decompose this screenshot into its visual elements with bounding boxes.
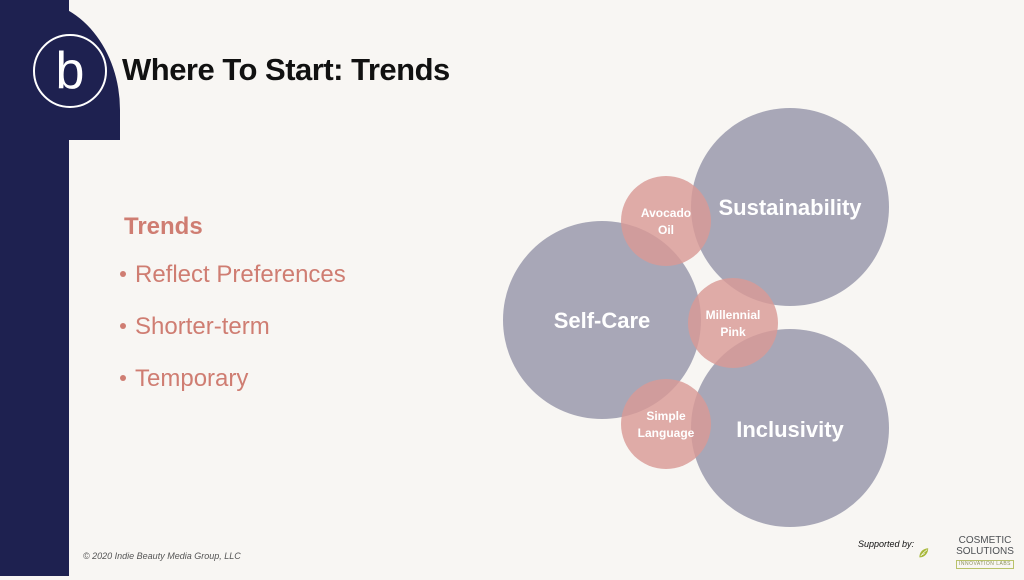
large-circle-inclusivity <box>691 329 889 527</box>
label-oil: Oil <box>658 223 674 237</box>
trends-venn-diagram: Sustainability Self-Care Inclusivity Avo… <box>503 108 889 527</box>
supported-by-label: Supported by: <box>858 539 915 549</box>
bullet-item: Reflect Preferences <box>120 258 346 310</box>
bullet-item: Temporary <box>120 362 346 414</box>
sidebar-curve-mask <box>69 140 129 580</box>
label-millennial: Millennial <box>706 308 761 322</box>
page-title: Where To Start: Trends <box>122 52 450 87</box>
label-self-care: Self-Care <box>554 308 651 333</box>
label-inclusivity: Inclusivity <box>736 417 844 442</box>
small-circle-simple-language <box>621 379 711 469</box>
large-circle-self-care <box>503 221 701 419</box>
label-pink: Pink <box>720 325 746 339</box>
bullet-item: Shorter-term <box>120 310 346 362</box>
sponsor-leaf-icon <box>919 548 929 558</box>
bullet-text: Shorter-term <box>135 313 270 340</box>
bullet-dot <box>120 374 126 381</box>
bullet-list: Reflect Preferences Shorter-term Tempora… <box>120 258 346 414</box>
sponsor-name-line2: SOLUTIONS <box>956 546 1014 557</box>
section-heading: Trends <box>124 213 203 240</box>
copyright-notice: © 2020 Indie Beauty Media Group, LLC <box>83 551 241 561</box>
label-avocado: Avocado <box>641 206 691 220</box>
bullet-text: Reflect Preferences <box>135 261 346 288</box>
bullet-dot <box>120 270 126 277</box>
label-simple: Simple <box>646 409 686 423</box>
label-language: Language <box>638 426 695 440</box>
bullet-dot <box>120 322 126 329</box>
small-circle-avocado-oil <box>621 176 711 266</box>
logo-letter: b <box>56 42 85 100</box>
sponsor-name-line1: COSMETIC <box>958 535 1012 546</box>
brand-logo: b <box>33 34 107 108</box>
sponsor-subtitle: INNOVATION LABS <box>955 560 1015 569</box>
small-circle-millennial-pink <box>688 278 778 368</box>
label-sustainability: Sustainability <box>718 195 862 220</box>
large-circle-sustainability <box>691 108 889 306</box>
bullet-text: Temporary <box>135 365 249 392</box>
sponsor-name: COSMETIC SOLUTIONS INNOVATION LABS <box>953 535 1017 569</box>
